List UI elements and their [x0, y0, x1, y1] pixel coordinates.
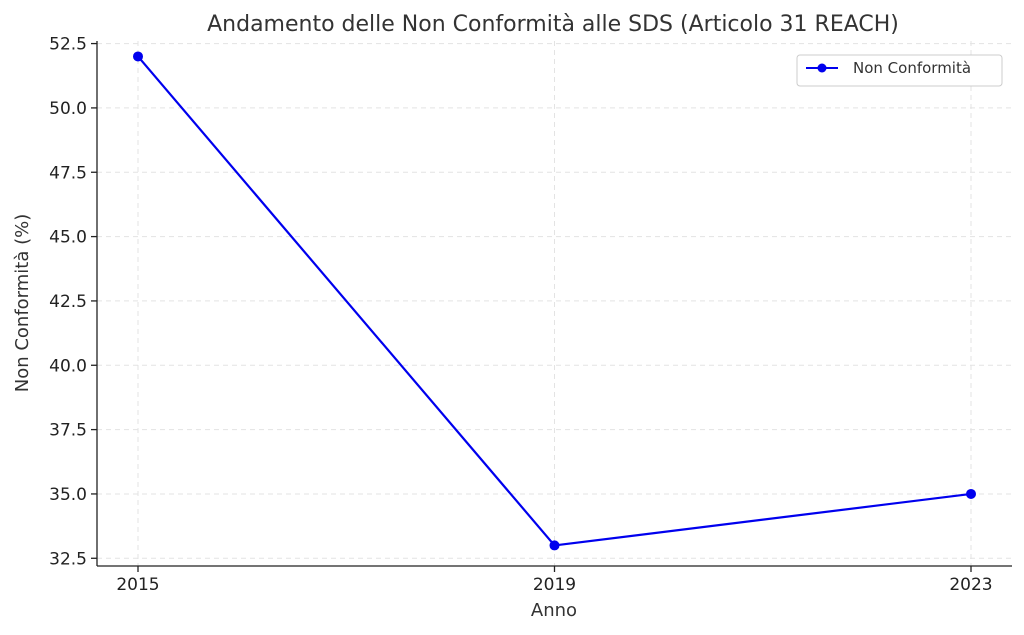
y-axis-label: Non Conformità (%)	[12, 214, 33, 393]
y-tick-label: 47.5	[49, 163, 87, 183]
legend-box	[796, 54, 1003, 87]
y-tick-label: 45.0	[49, 228, 87, 248]
x-tick-label: 2019	[533, 575, 576, 595]
y-tick-label: 40.0	[49, 356, 87, 376]
legend-entry-label: Non Conformità	[853, 59, 971, 77]
x-tick-label: 2015	[116, 575, 159, 595]
y-tick-label: 35.0	[49, 485, 87, 505]
y-tick-label: 37.5	[49, 421, 87, 441]
y-tick-label: 52.5	[49, 35, 87, 55]
y-ticks: 32.5 35.0 37.5 40.0 42.5 45.0 47.5 50.0 52.5	[49, 35, 97, 569]
y-tick-label: 42.5	[49, 292, 87, 312]
chart-title: Andamento delle Non Conformità alle SDS …	[207, 12, 899, 37]
grid	[97, 41, 1012, 566]
data-point	[133, 51, 143, 62]
y-tick-label: 32.5	[49, 549, 87, 569]
data-point	[966, 488, 976, 499]
legend: Non Conformità	[796, 54, 1003, 87]
legend-marker-swatch	[817, 63, 827, 73]
series-group	[133, 51, 976, 551]
y-tick-label: 50.0	[49, 99, 87, 119]
data-point	[549, 540, 560, 551]
x-tick-label: 2023	[949, 575, 992, 595]
x-axis-label: Anno	[531, 600, 577, 621]
x-ticks: 2015 2019 2023	[116, 566, 993, 595]
